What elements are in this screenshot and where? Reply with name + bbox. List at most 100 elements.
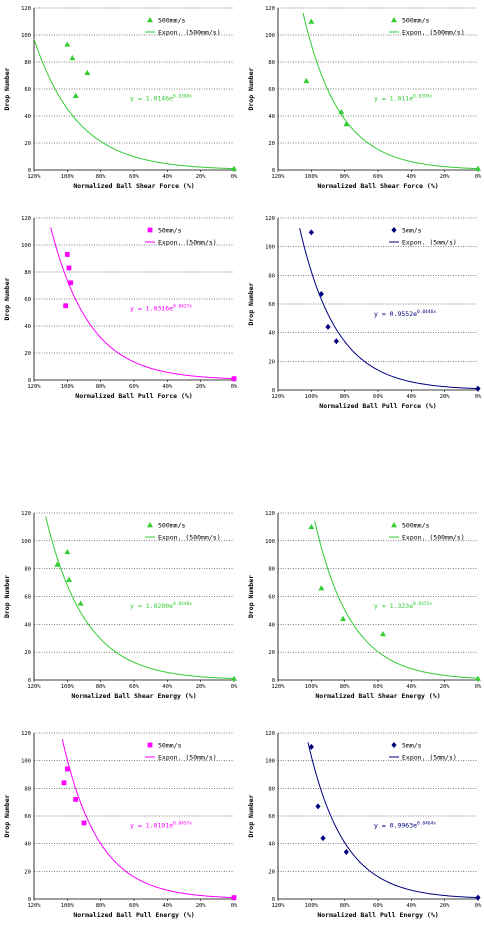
x-tick-label: 0%	[475, 174, 482, 180]
fit-curve	[302, 12, 479, 170]
axes	[277, 513, 478, 681]
y-tick-label: 80	[268, 567, 275, 573]
x-tick-label: 80%	[96, 384, 107, 390]
x-tick-label: 80%	[96, 903, 107, 909]
legend-marker	[391, 17, 397, 23]
data-point	[325, 323, 331, 330]
x-tick-label: 40%	[162, 684, 173, 690]
x-axis-label: Normalized Ball Pull Force (%)	[75, 392, 192, 400]
y-tick-label: 80	[24, 786, 31, 792]
data-point	[343, 121, 350, 127]
y-tick-label: 100	[265, 33, 275, 39]
fit-curve	[33, 38, 235, 170]
x-tick-label: 60%	[129, 174, 140, 180]
legend-series-label: 50mm/s	[158, 742, 182, 750]
y-tick-label: 40	[24, 114, 31, 120]
x-tick-label: 0%	[231, 384, 238, 390]
data-point	[64, 41, 71, 47]
legend-marker	[147, 227, 153, 233]
y-tick-label: 40	[268, 114, 275, 120]
y-tick-label: 100	[21, 33, 31, 39]
data-point	[61, 780, 67, 786]
x-axis-label: Normalized Ball Shear Energy (%)	[71, 692, 196, 700]
axes	[33, 218, 234, 381]
y-tick-label: 100	[21, 243, 31, 249]
y-tick-label: 20	[268, 869, 275, 875]
axes	[277, 218, 478, 391]
legend-series-label: 50mm/s	[158, 227, 182, 235]
x-tick-label: 60%	[373, 684, 384, 690]
data-point	[66, 576, 72, 582]
fit-curve	[45, 516, 235, 680]
data-point	[84, 69, 91, 75]
x-tick-label: 60%	[373, 903, 384, 909]
data-point	[69, 54, 76, 61]
x-tick-label: 80%	[340, 174, 351, 180]
x-tick-label: 120%	[271, 394, 285, 400]
x-tick-label: 20%	[196, 903, 207, 909]
legend-marker	[391, 742, 397, 748]
data-point	[81, 820, 87, 826]
y-tick-label: 60	[268, 302, 275, 308]
x-tick-label: 120%	[271, 903, 285, 909]
x-tick-label: 100%	[61, 174, 75, 180]
x-tick-label: 120%	[271, 174, 285, 180]
x-tick-label: 120%	[27, 903, 41, 909]
y-tick-label: 60	[268, 814, 275, 820]
y-tick-label: 20	[24, 869, 31, 875]
y-axis-label: Drop Number	[3, 575, 11, 618]
chart-panel-8: 0 20 40 60 80 100 120 120% 100% 80% 60% 40% 20% 0% Nor…	[247, 731, 482, 919]
data-point	[303, 77, 310, 84]
y-tick-label: 60	[24, 297, 31, 303]
data-point	[64, 252, 70, 257]
y-axis-label: Drop Number	[3, 277, 11, 320]
x-tick-label: 100%	[305, 684, 319, 690]
data-point	[77, 600, 84, 606]
y-tick-label: 100	[265, 539, 275, 545]
x-tick-label: 20%	[440, 903, 451, 909]
data-point	[231, 165, 237, 171]
x-tick-label: 60%	[129, 903, 140, 909]
x-axis-label: Normalized Ball Pull Force (%)	[319, 402, 436, 410]
y-tick-label: 60	[24, 87, 31, 93]
x-tick-label: 120%	[27, 684, 41, 690]
x-axis-label: Normalized Ball Shear Force (%)	[317, 182, 438, 190]
y-tick-label: 20	[24, 141, 31, 147]
legend-marker	[147, 742, 153, 748]
y-tick-label: 40	[24, 842, 31, 848]
x-tick-label: 120%	[27, 174, 41, 180]
trendline-equation: y = 1.323e0.0455x	[374, 601, 432, 610]
y-axis-label: Drop Number	[3, 794, 11, 837]
data-point	[308, 523, 315, 530]
chart-panel-5: 0 20 40 60 80 100 120 120% 100% 80% 60% 40% 20% 0% Nor…	[3, 511, 238, 700]
fit-curve	[50, 227, 235, 380]
y-axis-label: Drop Number	[247, 67, 255, 110]
y-tick-label: 100	[265, 759, 275, 765]
chart-panel-3: 0 20 40 60 80 100 120 120% 100% 80% 60% 40% 20% 0% Nor…	[3, 216, 238, 400]
y-tick-label: 80	[268, 273, 275, 279]
x-tick-label: 20%	[196, 174, 207, 180]
y-tick-label: 0	[272, 678, 275, 684]
y-tick-label: 40	[268, 622, 275, 628]
trendline-equation: y = 1.0101e0.0457x	[130, 821, 192, 830]
y-tick-label: 80	[268, 786, 275, 792]
y-tick-label: 60	[24, 814, 31, 820]
x-tick-label: 20%	[440, 394, 451, 400]
x-tick-label: 100%	[61, 903, 75, 909]
y-tick-label: 40	[24, 622, 31, 628]
x-tick-label: 60%	[373, 174, 384, 180]
trendline-equation: y = 0.9552e0.0446x	[374, 309, 436, 318]
y-tick-label: 20	[268, 141, 275, 147]
x-axis-label: Normalized Ball Shear Energy (%)	[315, 692, 440, 700]
data-point	[68, 280, 74, 286]
x-tick-label: 20%	[196, 384, 207, 390]
x-tick-label: 40%	[162, 903, 173, 909]
chart-panel-4: 0 20 40 60 80 100 120 120% 100% 80% 60% 40% 20% 0% Nor…	[247, 216, 482, 410]
fit-curve	[307, 742, 479, 899]
legend-series-label: 500mm/s	[158, 17, 185, 25]
y-tick-label: 40	[268, 842, 275, 848]
y-tick-label: 0	[28, 378, 31, 384]
y-tick-label: 0	[272, 897, 275, 903]
y-tick-label: 120	[21, 6, 31, 12]
x-axis-label: Normalized Ball Pull Energy (%)	[317, 911, 438, 919]
